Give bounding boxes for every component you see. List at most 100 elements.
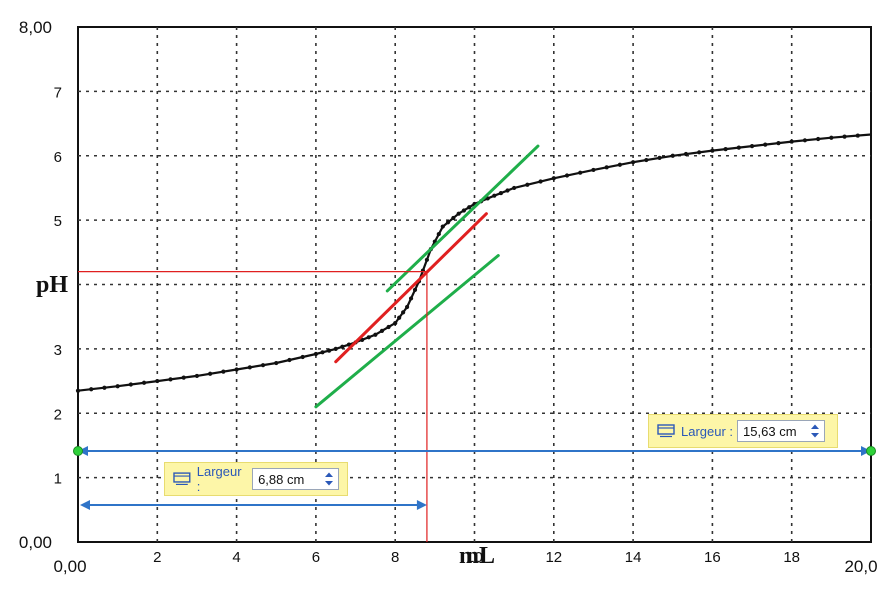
y-tick-label: 2 bbox=[54, 406, 62, 423]
curve-point bbox=[168, 377, 173, 382]
curve-point bbox=[538, 179, 543, 184]
curve-point bbox=[736, 145, 741, 150]
curve-point bbox=[75, 388, 81, 393]
curve-point bbox=[467, 205, 472, 210]
curve-point bbox=[287, 357, 292, 363]
y-tick-label: 3 bbox=[54, 342, 62, 359]
curve-point bbox=[247, 365, 252, 370]
curve-point bbox=[829, 135, 834, 140]
curve-point bbox=[776, 140, 781, 146]
curve-point bbox=[373, 332, 378, 337]
spinner-icon[interactable] bbox=[810, 423, 820, 439]
tangent-lines bbox=[314, 144, 540, 409]
width-label: Largeur : bbox=[681, 423, 734, 439]
curve-point bbox=[333, 346, 338, 351]
partial-width-arrow-head-right bbox=[416, 500, 427, 510]
curve-point bbox=[300, 354, 305, 360]
curve-point bbox=[657, 155, 662, 160]
curve-point bbox=[379, 328, 385, 333]
curve-point bbox=[327, 348, 332, 353]
x-tick-label: 12 bbox=[545, 549, 562, 566]
y-tick-label: 5 bbox=[54, 213, 62, 230]
endpoint-handle-left bbox=[73, 446, 83, 456]
curve-point bbox=[89, 387, 94, 392]
curve-point bbox=[697, 150, 702, 155]
resize-icon bbox=[173, 472, 191, 486]
x-axis-label: mL bbox=[459, 543, 495, 569]
curve-point bbox=[670, 153, 675, 158]
curve-point bbox=[208, 371, 213, 376]
curve-point bbox=[461, 208, 467, 213]
curve-point bbox=[445, 220, 451, 225]
curve-point bbox=[313, 351, 318, 357]
curve-point bbox=[617, 162, 622, 167]
x-tick-label: 6 bbox=[312, 549, 320, 566]
curve-point bbox=[221, 369, 226, 374]
tangent-line bbox=[385, 144, 540, 293]
tangent-line bbox=[314, 254, 500, 409]
curve-point bbox=[591, 167, 596, 173]
curve-point bbox=[816, 136, 821, 142]
x-tick-label: 2 bbox=[153, 549, 161, 566]
width-input[interactable]: 6,88 cm bbox=[252, 468, 339, 490]
curve-point bbox=[551, 176, 556, 181]
curve-point bbox=[789, 139, 794, 144]
width-label: Largeur : bbox=[196, 464, 242, 494]
width-widget-partial[interactable]: Largeur : 6,88 cm bbox=[164, 462, 348, 496]
curve-point bbox=[710, 148, 715, 153]
curve-point bbox=[498, 190, 504, 196]
curve-point bbox=[424, 257, 430, 262]
curve-point bbox=[456, 211, 461, 216]
curve-point bbox=[366, 335, 371, 340]
curve-point bbox=[578, 170, 583, 175]
equivalence-guides bbox=[78, 271, 428, 542]
curve-point bbox=[128, 382, 133, 387]
titration-curve bbox=[77, 133, 872, 392]
resize-icon bbox=[657, 424, 675, 438]
curve-point bbox=[436, 231, 441, 237]
curve-point bbox=[274, 360, 279, 366]
y-tick-label: 8,00 bbox=[19, 18, 52, 37]
curve-point bbox=[492, 193, 497, 198]
curve-point bbox=[564, 173, 570, 178]
curve-group bbox=[75, 133, 872, 393]
x-tick-label: 4 bbox=[232, 549, 240, 566]
curve-point bbox=[749, 143, 755, 149]
curve-point bbox=[155, 378, 160, 384]
width-value: 15,63 cm bbox=[743, 423, 797, 439]
curve-point bbox=[644, 157, 649, 163]
curve-point bbox=[404, 304, 410, 310]
curve-point bbox=[512, 185, 517, 191]
y-tick-label: 0,00 bbox=[19, 533, 52, 552]
x-tick-label: 16 bbox=[704, 549, 721, 566]
curve-point bbox=[115, 384, 120, 389]
partial-width-arrow-head-left bbox=[80, 500, 90, 510]
x-tick-label: 8 bbox=[391, 549, 399, 566]
curve-point bbox=[194, 373, 200, 379]
width-input[interactable]: 15,63 cm bbox=[737, 420, 826, 442]
x-tick-label: 20,0 bbox=[844, 557, 877, 576]
curve-point bbox=[842, 134, 847, 139]
curve-point bbox=[723, 146, 728, 152]
curve-point bbox=[340, 344, 345, 349]
median-tangent-line bbox=[334, 212, 488, 364]
curve-point bbox=[393, 321, 398, 326]
curve-point bbox=[631, 160, 636, 165]
measure-arrows bbox=[73, 446, 876, 510]
curve-point bbox=[260, 363, 266, 368]
endpoint-handle-right bbox=[866, 446, 876, 456]
spinner-icon[interactable] bbox=[324, 471, 334, 487]
curve-point bbox=[386, 324, 391, 330]
curve-point bbox=[451, 215, 456, 221]
curve-point bbox=[234, 367, 239, 372]
curve-point bbox=[397, 315, 402, 320]
curve-point bbox=[412, 287, 418, 292]
y-tick-label: 6 bbox=[54, 149, 62, 166]
curve-point bbox=[604, 165, 609, 170]
y-axis-label: pH bbox=[36, 272, 68, 298]
curve-point bbox=[855, 133, 860, 138]
curve-point bbox=[408, 296, 414, 301]
width-widget-full[interactable]: Largeur : 15,63 cm bbox=[648, 414, 838, 448]
